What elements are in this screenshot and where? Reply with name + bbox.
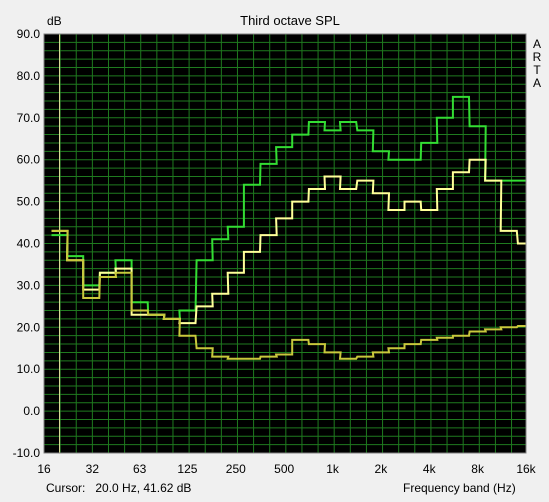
y-tick-label: 10.0 — [17, 362, 41, 376]
y-tick-label: 90.0 — [17, 27, 41, 41]
brand-letter-a2: A — [532, 76, 541, 90]
y-tick-label: 0.0 — [23, 404, 40, 418]
y-tick-label: 60.0 — [17, 153, 41, 167]
y-tick-label: 40.0 — [17, 237, 41, 251]
x-tick-label: 500 — [274, 462, 294, 476]
brand-letter-t: T — [533, 63, 541, 77]
x-tick-label: 4k — [423, 462, 437, 476]
x-tick-label: 8k — [471, 462, 485, 476]
chart-title: Third octave SPL — [240, 13, 340, 28]
y-tick-label: -10.0 — [13, 446, 41, 460]
x-tick-label: 16 — [37, 462, 51, 476]
brand-letter-r: R — [532, 50, 542, 64]
series-line-3 — [51, 229, 526, 360]
x-axis-label: Frequency band (Hz) — [403, 481, 516, 495]
x-tick-label: 1k — [326, 462, 340, 476]
y-tick-label: 20.0 — [17, 320, 41, 334]
x-tick-label: 32 — [86, 462, 100, 476]
y-unit-label: dB — [47, 14, 62, 28]
y-tick-labels: 90.0 80.0 70.0 60.0 50.0 40.0 30.0 20.0 10.0 0.0 -… — [13, 27, 41, 460]
plot-frame — [43, 33, 527, 454]
y-tick-label: 30.0 — [17, 278, 41, 292]
y-tick-label: 50.0 — [17, 195, 41, 209]
x-tick-label: 63 — [133, 462, 147, 476]
y-tick-label: 70.0 — [17, 111, 41, 125]
arta-brand: A R T A — [531, 38, 543, 90]
cursor-label: Cursor: — [46, 481, 86, 495]
x-tick-label: 16k — [516, 462, 536, 476]
series-layer — [51, 95, 526, 360]
cursor-value: 20.0 Hz, 41.62 dB — [95, 481, 192, 495]
y-tick-label: 80.0 — [17, 69, 41, 83]
x-tick-labels: 16 32 63 125 250 500 1k 2k 4k 8k 16k — [37, 462, 536, 476]
brand-letter-a: A — [532, 37, 541, 51]
x-tick-label: 250 — [226, 462, 246, 476]
cursor-readout: Cursor: 20.0 Hz, 41.62 dB — [46, 481, 191, 495]
x-tick-label: 125 — [177, 462, 197, 476]
x-tick-label: 2k — [375, 462, 389, 476]
